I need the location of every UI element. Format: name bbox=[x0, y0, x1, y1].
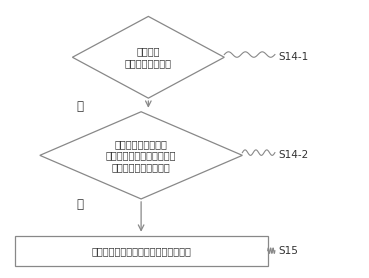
Text: S15: S15 bbox=[279, 246, 299, 256]
Text: 控制两个电机运转以保持车体动态平衡: 控制两个电机运转以保持车体动态平衡 bbox=[91, 246, 191, 256]
Bar bbox=[14, 236, 268, 266]
Text: 是: 是 bbox=[76, 100, 83, 113]
Text: S14-1: S14-1 bbox=[279, 52, 309, 62]
Text: S14-2: S14-2 bbox=[279, 150, 309, 160]
Text: 车体倾角
在设定角度范围内: 车体倾角 在设定角度范围内 bbox=[125, 46, 172, 68]
Text: 是: 是 bbox=[76, 198, 83, 211]
Text: 在第二设定时间段内
多个绕竖直轴转动的角速度
的方差小于设定方差值: 在第二设定时间段内 多个绕竖直轴转动的角速度 的方差小于设定方差值 bbox=[106, 139, 176, 172]
